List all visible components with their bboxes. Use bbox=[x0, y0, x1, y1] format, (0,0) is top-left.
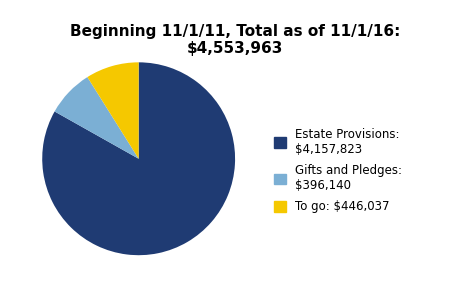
Wedge shape bbox=[42, 62, 235, 255]
Legend: Estate Provisions:
$4,157,823, Gifts and Pledges:
$396,140, To go: $446,037: Estate Provisions: $4,157,823, Gifts and… bbox=[274, 128, 402, 213]
Wedge shape bbox=[55, 77, 139, 159]
Text: Beginning 11/1/11, Total as of 11/1/16:
$4,553,963: Beginning 11/1/11, Total as of 11/1/16: … bbox=[70, 24, 400, 56]
Wedge shape bbox=[87, 62, 139, 159]
